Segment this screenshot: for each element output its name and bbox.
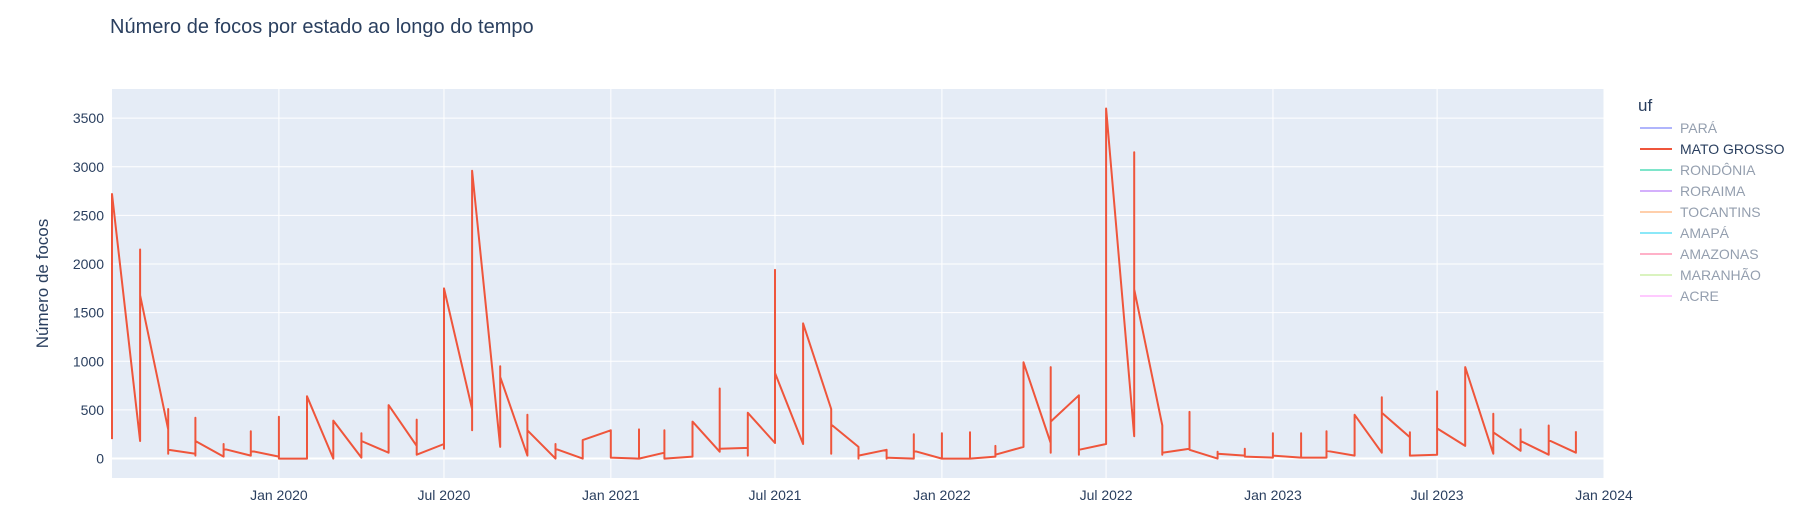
y-tick-label: 2500 [73, 207, 104, 223]
x-tick-label: Jul 2021 [749, 487, 802, 503]
y-tick-label: 0 [96, 451, 104, 467]
y-axis-title: Número de focos [33, 219, 52, 348]
legend-label: AMAZONAS [1680, 246, 1759, 262]
legend-item[interactable]: RONDÔNIA [1640, 162, 1756, 178]
y-tick-label: 2000 [73, 256, 104, 272]
legend-item[interactable]: PARÁ [1640, 120, 1718, 136]
x-tick-label: Jan 2020 [250, 487, 308, 503]
legend-item[interactable]: RORAIMA [1640, 183, 1746, 199]
x-tick-label: Jan 2024 [1575, 487, 1633, 503]
legend-items[interactable]: PARÁ MATO GROSSO RONDÔNIA RORAIMA TOCANTINS A… [1640, 120, 1785, 304]
chart-title: Número de focos por estado ao longo do t… [110, 16, 534, 38]
x-tick-label: Jul 2023 [1411, 487, 1464, 503]
legend-label: MARANHÃO [1680, 267, 1761, 283]
legend-item[interactable]: MARANHÃO [1640, 267, 1761, 283]
legend-label: PARÁ [1680, 120, 1718, 136]
x-axis-ticks: Jan 2020 Jul 2020 Jan 2021 Jul 2021 Jan 2022… [250, 487, 1633, 503]
plot-background [112, 89, 1604, 478]
legend-item[interactable]: ACRE [1640, 288, 1719, 304]
legend-label: TOCANTINS [1680, 204, 1761, 220]
legend-label: RORAIMA [1680, 183, 1746, 199]
y-tick-label: 3000 [73, 159, 104, 175]
x-tick-label: Jul 2020 [417, 487, 470, 503]
x-tick-label: Jul 2022 [1080, 487, 1133, 503]
legend-label: AMAPÁ [1680, 225, 1730, 241]
legend-label: MATO GROSSO [1680, 141, 1785, 157]
y-tick-label: 3500 [73, 110, 104, 126]
series-layer [111, 107, 1577, 460]
series-line [111, 107, 1577, 460]
x-tick-label: Jan 2022 [913, 487, 971, 503]
x-tick-label: Jan 2021 [582, 487, 640, 503]
y-tick-label: 1500 [73, 305, 104, 321]
y-tick-label: 500 [81, 402, 105, 418]
y-axis-ticks: 0 500 1000 1500 2000 2500 3000 3500 [73, 110, 104, 466]
legend-item[interactable]: AMAPÁ [1640, 225, 1730, 241]
legend-title: uf [1638, 96, 1652, 115]
legend-item[interactable]: MATO GROSSO [1640, 141, 1785, 157]
legend-item[interactable]: TOCANTINS [1640, 204, 1761, 220]
x-tick-label: Jan 2023 [1244, 487, 1302, 503]
legend-item[interactable]: AMAZONAS [1640, 246, 1759, 262]
legend-label: RONDÔNIA [1680, 162, 1756, 178]
legend-label: ACRE [1680, 288, 1719, 304]
y-tick-label: 1000 [73, 353, 104, 369]
legend[interactable]: uf PARÁ MATO GROSSO RONDÔNIA RORAIMA TOCANTI… [1638, 96, 1785, 304]
